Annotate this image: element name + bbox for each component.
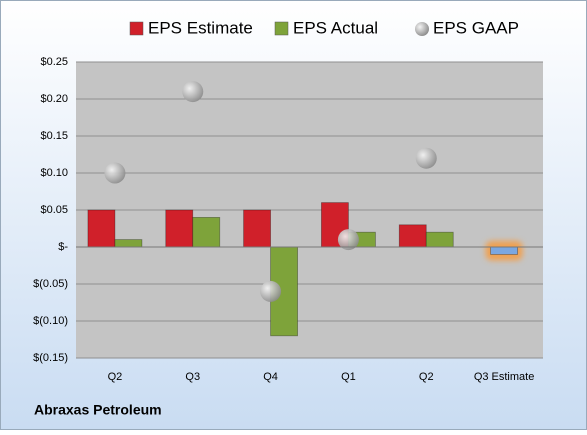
x-tick-label: Q4: [263, 371, 278, 383]
gaap-marker: [260, 280, 282, 302]
legend-marker: [129, 21, 144, 36]
x-tick-label: Q2: [108, 371, 123, 383]
estimate-bar: [490, 246, 518, 255]
y-tick-label: $0.15: [40, 130, 68, 142]
legend-marker: [274, 21, 289, 36]
gaap-marker: [182, 81, 204, 103]
estimate-bar: [398, 224, 427, 248]
x-tick-label: Q3 Estimate: [474, 371, 535, 383]
y-tick-label: $(0.15): [33, 352, 68, 364]
footer: Abraxas Petroleum: [34, 402, 162, 418]
y-tick-label: $(0.10): [33, 315, 68, 327]
estimate-bar: [87, 209, 116, 248]
legend-label: EPS Actual: [293, 18, 378, 37]
actual-bar: [114, 239, 143, 248]
legend-label: EPS GAAP: [433, 18, 519, 37]
legend: EPS Estimate EPS Actual EPS GAAP: [129, 18, 519, 37]
y-tick-label: $0.05: [40, 204, 68, 216]
y-tick-label: $0.10: [40, 167, 68, 179]
x-tick-label: Q3: [185, 371, 200, 383]
legend-label: EPS Estimate: [148, 18, 253, 37]
gaap-marker: [104, 162, 126, 184]
estimate-bar: [165, 209, 194, 248]
actual-bar: [425, 231, 454, 248]
actual-bar: [192, 216, 221, 248]
x-tick-label: Q2: [419, 371, 434, 383]
legend-marker: [415, 22, 429, 36]
y-tick-label: $0.25: [40, 56, 68, 68]
gaap-marker: [415, 147, 437, 169]
x-tick-label: Q1: [341, 371, 356, 383]
y-tick-label: $-: [58, 241, 68, 253]
y-tick-label: $(0.05): [33, 278, 68, 290]
estimate-bar: [243, 209, 271, 248]
y-tick-label: $0.20: [40, 93, 68, 105]
gaap-marker: [337, 229, 359, 251]
